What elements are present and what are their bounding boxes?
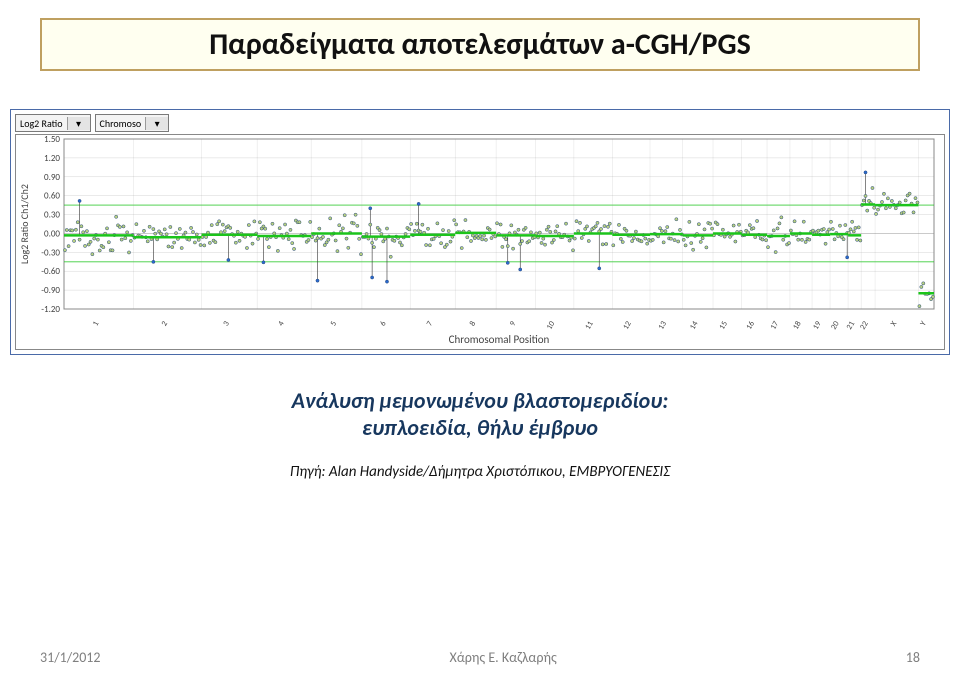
cgh-plot-svg: 1.50 1.20 0.90 0.60 0.30 0.00 -0.30 -0.60 -0.90 -… [16,135,946,349]
svg-text:22: 22 [858,320,871,332]
slide-footer: 31/1/2012 Χάρης Ε. Καζλαρής 18 [0,649,960,666]
footer-author: Χάρης Ε. Καζλαρής [450,649,557,666]
svg-text:0.00: 0.00 [44,228,60,239]
svg-text:15: 15 [717,320,730,332]
svg-text:11: 11 [583,320,596,332]
chart-controls: Log2 Ratio ▾ Chromoso ▾ [15,114,945,132]
svg-text:18: 18 [791,320,804,332]
svg-text:21: 21 [844,320,857,332]
plot-area: 1.50 1.20 0.90 0.60 0.30 0.00 -0.30 -0.60 -0.90 -… [15,134,945,350]
svg-text:5: 5 [328,320,339,329]
slide-title: Παραδείγματα αποτελεσμάτων a-CGH/PGS [209,26,751,63]
caption-line-1: Ανάλυση μεμονωμένου βλαστομεριδίου: [0,387,960,414]
x-axis-dropdown-label: Chromoso [96,117,146,130]
svg-text:-0.30: -0.30 [41,247,60,258]
svg-text:3: 3 [221,320,232,329]
svg-text:6: 6 [378,320,389,329]
svg-text:-0.90: -0.90 [41,285,60,296]
svg-text:8: 8 [468,320,479,329]
svg-text:Y: Y [918,319,929,327]
svg-text:1.20: 1.20 [44,153,60,164]
footer-page: 18 [906,649,920,666]
y-axis-dropdown-label: Log2 Ratio [16,117,67,130]
svg-text:0.90: 0.90 [44,172,60,183]
svg-text:16: 16 [744,320,757,332]
svg-text:7: 7 [425,320,436,329]
svg-text:17: 17 [768,320,781,332]
x-axis-dropdown[interactable]: Chromoso ▾ [95,114,170,132]
svg-text:-1.20: -1.20 [41,304,60,315]
slide-title-box: Παραδείγματα αποτελεσμάτων a-CGH/PGS [40,18,920,71]
svg-text:Log2 Ratio Ch1/Ch2: Log2 Ratio Ch1/Ch2 [18,184,31,264]
y-axis-dropdown[interactable]: Log2 Ratio ▾ [15,114,91,132]
svg-text:-0.60: -0.60 [41,266,60,277]
svg-text:2: 2 [159,320,170,329]
svg-text:0.60: 0.60 [44,191,60,202]
footer-date: 31/1/2012 [40,649,100,666]
svg-text:0.30: 0.30 [44,210,60,221]
svg-text:12: 12 [621,320,634,332]
caption-line-2: ευπλοειδία, θήλυ έμβρυο [0,414,960,441]
chevron-down-icon: ▾ [145,117,168,130]
svg-text:19: 19 [811,320,824,332]
svg-text:13: 13 [656,320,669,332]
svg-text:4: 4 [276,320,287,329]
svg-text:10: 10 [545,320,558,332]
svg-text:1.50: 1.50 [44,135,60,145]
source-line: Πηγή: Alan Handyside/Δήμητρα Χριστόπικου… [0,463,960,481]
svg-text:1: 1 [91,320,102,329]
svg-text:Chromosomal Position: Chromosomal Position [449,333,550,346]
chevron-down-icon: ▾ [67,117,90,130]
svg-text:9: 9 [508,320,519,329]
chart-panel: Log2 Ratio ▾ Chromoso ▾ 1.50 1.20 0.90 0.60… [10,109,950,355]
caption: Ανάλυση μεμονωμένου βλαστομεριδίου: ευπλ… [0,387,960,441]
svg-text:X: X [889,319,900,328]
svg-text:14: 14 [688,320,701,332]
svg-text:20: 20 [829,320,842,332]
